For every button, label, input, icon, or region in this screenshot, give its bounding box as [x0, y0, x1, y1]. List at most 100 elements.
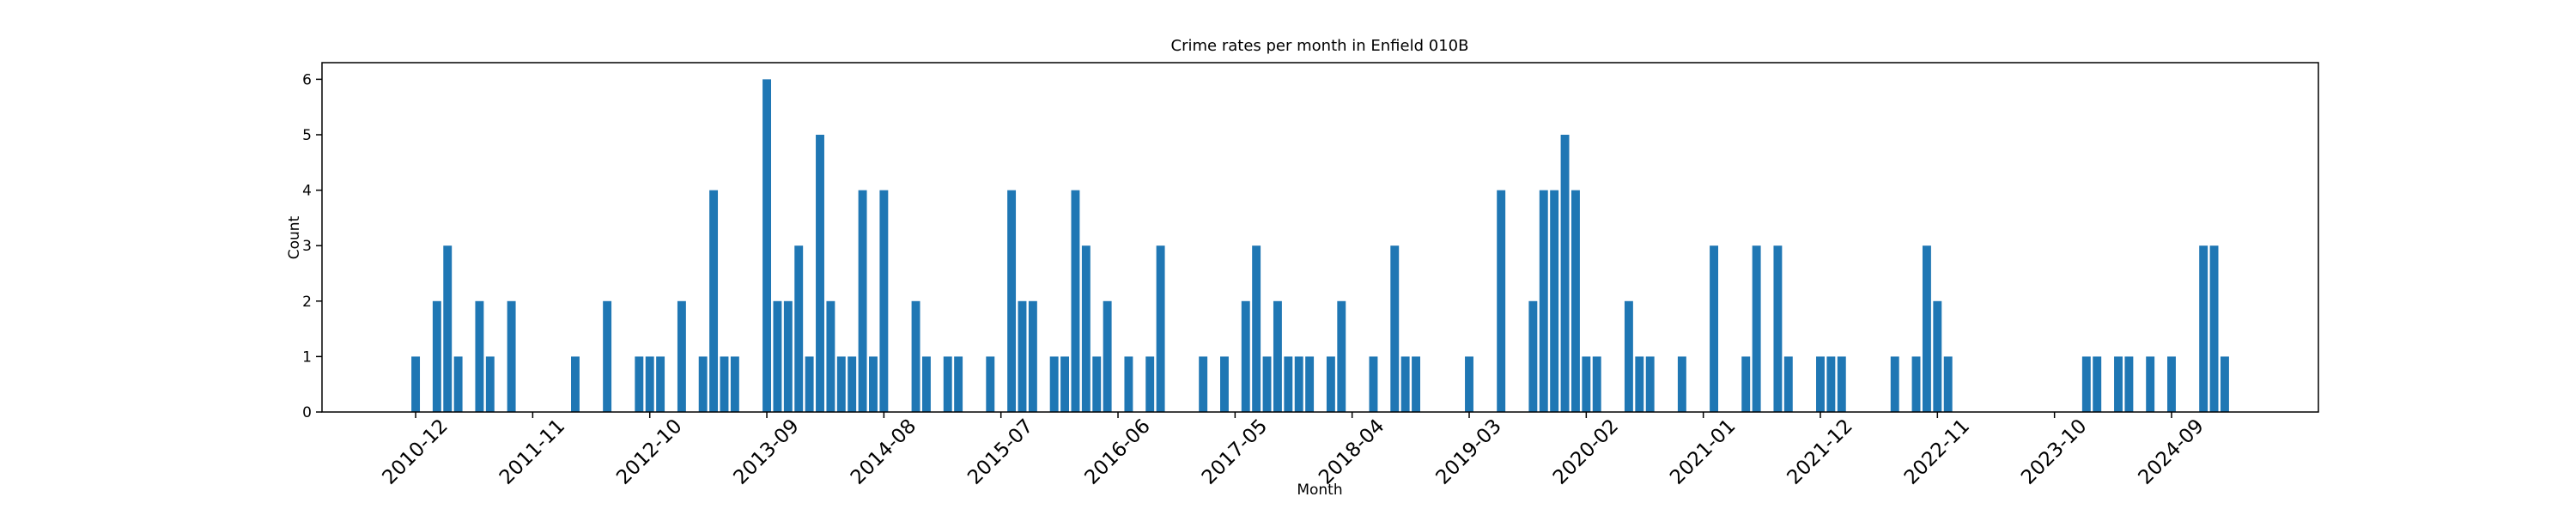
x-tick-label: 2021-12 [1783, 415, 1856, 488]
bar [836, 356, 846, 412]
bar [773, 300, 782, 412]
bar [911, 300, 920, 412]
bar [986, 356, 995, 412]
bar [2199, 245, 2208, 412]
bar [1645, 356, 1655, 412]
x-tick-label: 2020-02 [1549, 415, 1623, 488]
x-tick-label: 2024-09 [2134, 415, 2208, 488]
bar [1571, 190, 1580, 413]
bar [443, 245, 453, 412]
x-tick-label: 2016-06 [1080, 415, 1154, 488]
bar [1741, 356, 1751, 412]
bar [1092, 356, 1102, 412]
bar [1294, 356, 1303, 412]
bar [816, 134, 824, 412]
bar [1252, 245, 1261, 412]
bar [1337, 300, 1346, 412]
bar [762, 79, 772, 412]
bar [645, 356, 654, 412]
bar [1081, 245, 1091, 412]
bar [1103, 300, 1112, 412]
bar [1284, 356, 1293, 412]
bar [1550, 190, 1559, 413]
bar [858, 190, 867, 413]
bar [1060, 356, 1070, 412]
bar [1049, 356, 1059, 412]
bar [805, 356, 814, 412]
bar [826, 300, 835, 412]
bar [1497, 190, 1506, 413]
x-tick-label: 2023-10 [2017, 415, 2091, 488]
bar [603, 300, 612, 412]
x-tick-label: 2022-11 [1900, 415, 1974, 488]
bar [1465, 356, 1473, 412]
bar [1710, 245, 1719, 412]
y-tick-label: 1 [302, 348, 312, 366]
bar [720, 356, 729, 412]
bar [1400, 356, 1410, 412]
y-tick-label: 4 [302, 183, 312, 200]
bar [1124, 356, 1133, 412]
bar [1220, 356, 1229, 412]
bar [1528, 300, 1538, 412]
bar [2146, 356, 2155, 412]
bar [635, 356, 644, 412]
bar [1911, 356, 1921, 412]
bar [411, 356, 421, 412]
bar [2114, 356, 2123, 412]
bar [432, 300, 441, 412]
bar [2220, 356, 2229, 412]
bar [698, 356, 708, 412]
x-tick-label: 2013-09 [730, 415, 804, 488]
bar [1582, 356, 1591, 412]
bar [1922, 245, 1931, 412]
bar [656, 356, 665, 412]
bar [1028, 300, 1037, 412]
bar [1412, 356, 1420, 412]
bar [2124, 356, 2134, 412]
bar [1933, 300, 1942, 412]
bar [794, 245, 804, 412]
bar [1018, 300, 1027, 412]
chart-title: Crime rates per month in Enfield 010B [1171, 37, 1469, 55]
bar [507, 300, 516, 412]
bar [571, 356, 580, 412]
bar [1890, 356, 1899, 412]
x-tick-label: 2014-08 [847, 415, 920, 488]
bar [677, 300, 686, 412]
bar [1241, 300, 1250, 412]
bar [1071, 190, 1080, 413]
bar [1624, 300, 1633, 412]
y-tick-label: 0 [302, 404, 312, 421]
x-tick-label: 2010-12 [379, 415, 453, 488]
y-tick-label: 2 [302, 294, 312, 311]
bar [879, 190, 889, 413]
plot-frame [321, 62, 2319, 413]
x-tick-label: 2015-07 [963, 415, 1037, 488]
x-tick-label: 2018-04 [1315, 415, 1388, 488]
y-axis-label: Count [286, 215, 303, 259]
bar [1262, 356, 1272, 412]
x-tick-label: 2011-11 [495, 415, 569, 488]
x-tick-label: 2017-05 [1198, 415, 1272, 488]
x-tick-label: 2012-10 [612, 415, 686, 488]
bar [2209, 245, 2219, 412]
bar [1677, 356, 1686, 412]
x-tick-label: 2019-03 [1431, 415, 1505, 488]
bar [2093, 356, 2102, 412]
bar [1816, 356, 1825, 412]
bar [921, 356, 931, 412]
bar [1156, 245, 1165, 412]
bar [954, 356, 963, 412]
bar [2167, 356, 2176, 412]
bar [2081, 356, 2091, 412]
bar [1199, 356, 1208, 412]
bar [1007, 190, 1017, 413]
bar [1539, 190, 1548, 413]
bar [1773, 245, 1783, 412]
bar [1826, 356, 1836, 412]
bar [1635, 356, 1644, 412]
x-tick-label: 2021-01 [1666, 415, 1740, 488]
bar [1369, 356, 1378, 412]
